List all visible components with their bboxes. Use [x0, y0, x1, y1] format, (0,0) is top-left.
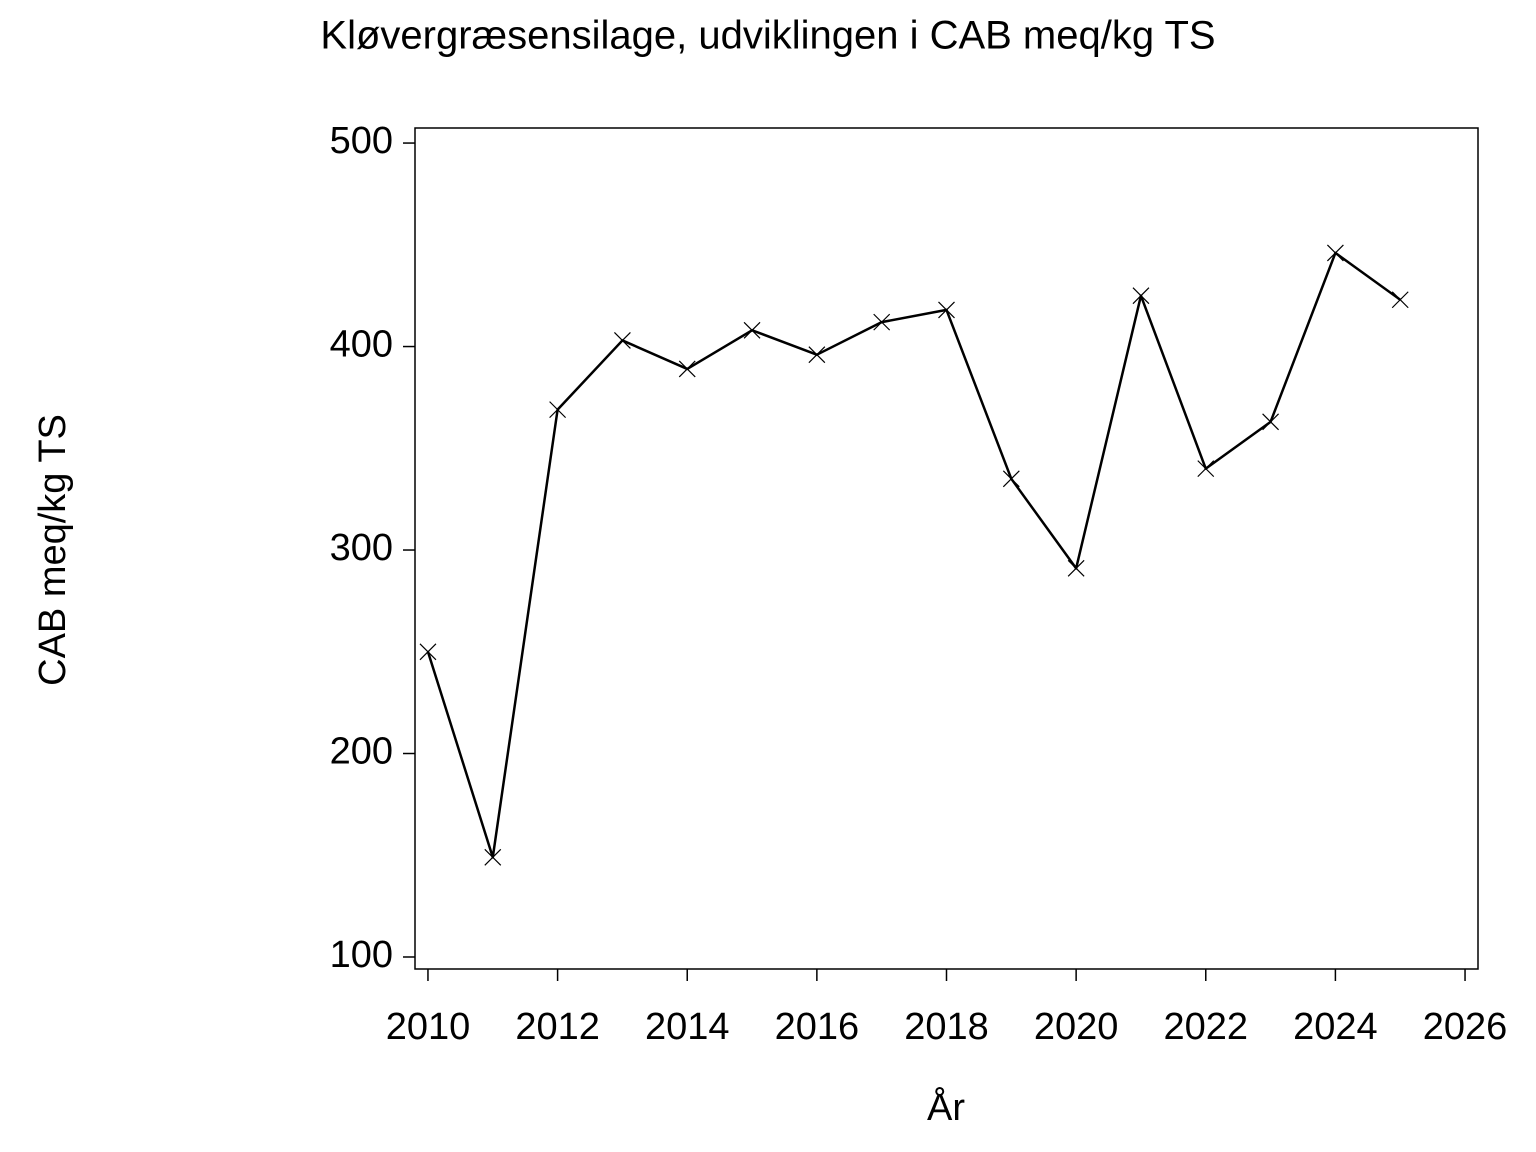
data-line	[426, 251, 1401, 859]
data-point	[678, 360, 696, 378]
data-point	[1197, 460, 1215, 478]
data-point	[1262, 413, 1280, 431]
y-tick-label: 500	[330, 120, 393, 162]
data-point	[1391, 291, 1409, 309]
x-tick-label: 2016	[775, 1006, 860, 1048]
x-tick-label: 2026	[1423, 1006, 1508, 1048]
data-point	[808, 346, 826, 364]
data-point	[873, 313, 891, 331]
x-tick-label: 2012	[515, 1006, 600, 1048]
data-point	[613, 332, 631, 349]
data-point	[484, 848, 502, 866]
data-point	[419, 643, 437, 661]
x-axis-label: År	[927, 1085, 965, 1129]
data-point	[743, 321, 761, 339]
x-tick-label: 2018	[904, 1006, 989, 1048]
data-point	[938, 301, 955, 319]
data-point	[549, 401, 567, 419]
chart-title: Kløvergræsensilage, udviklingen i CAB me…	[320, 14, 1215, 58]
data-point	[1002, 470, 1020, 488]
data-point	[1326, 244, 1344, 262]
y-tick-label: 400	[330, 324, 393, 366]
y-tick-label: 300	[330, 527, 393, 569]
x-tick-label: 2022	[1163, 1006, 1248, 1048]
data-point	[1067, 559, 1085, 577]
x-tick-label: 2014	[645, 1006, 730, 1048]
x-tick-label: 2010	[386, 1006, 471, 1048]
y-axis-label: CAB meq/kg TS	[32, 414, 74, 686]
y-tick-label: 100	[330, 934, 393, 976]
data-point	[1132, 287, 1150, 305]
y-tick-label: 200	[330, 731, 393, 773]
x-tick-label: 2024	[1293, 1006, 1378, 1048]
x-tick-label: 2020	[1034, 1006, 1119, 1048]
